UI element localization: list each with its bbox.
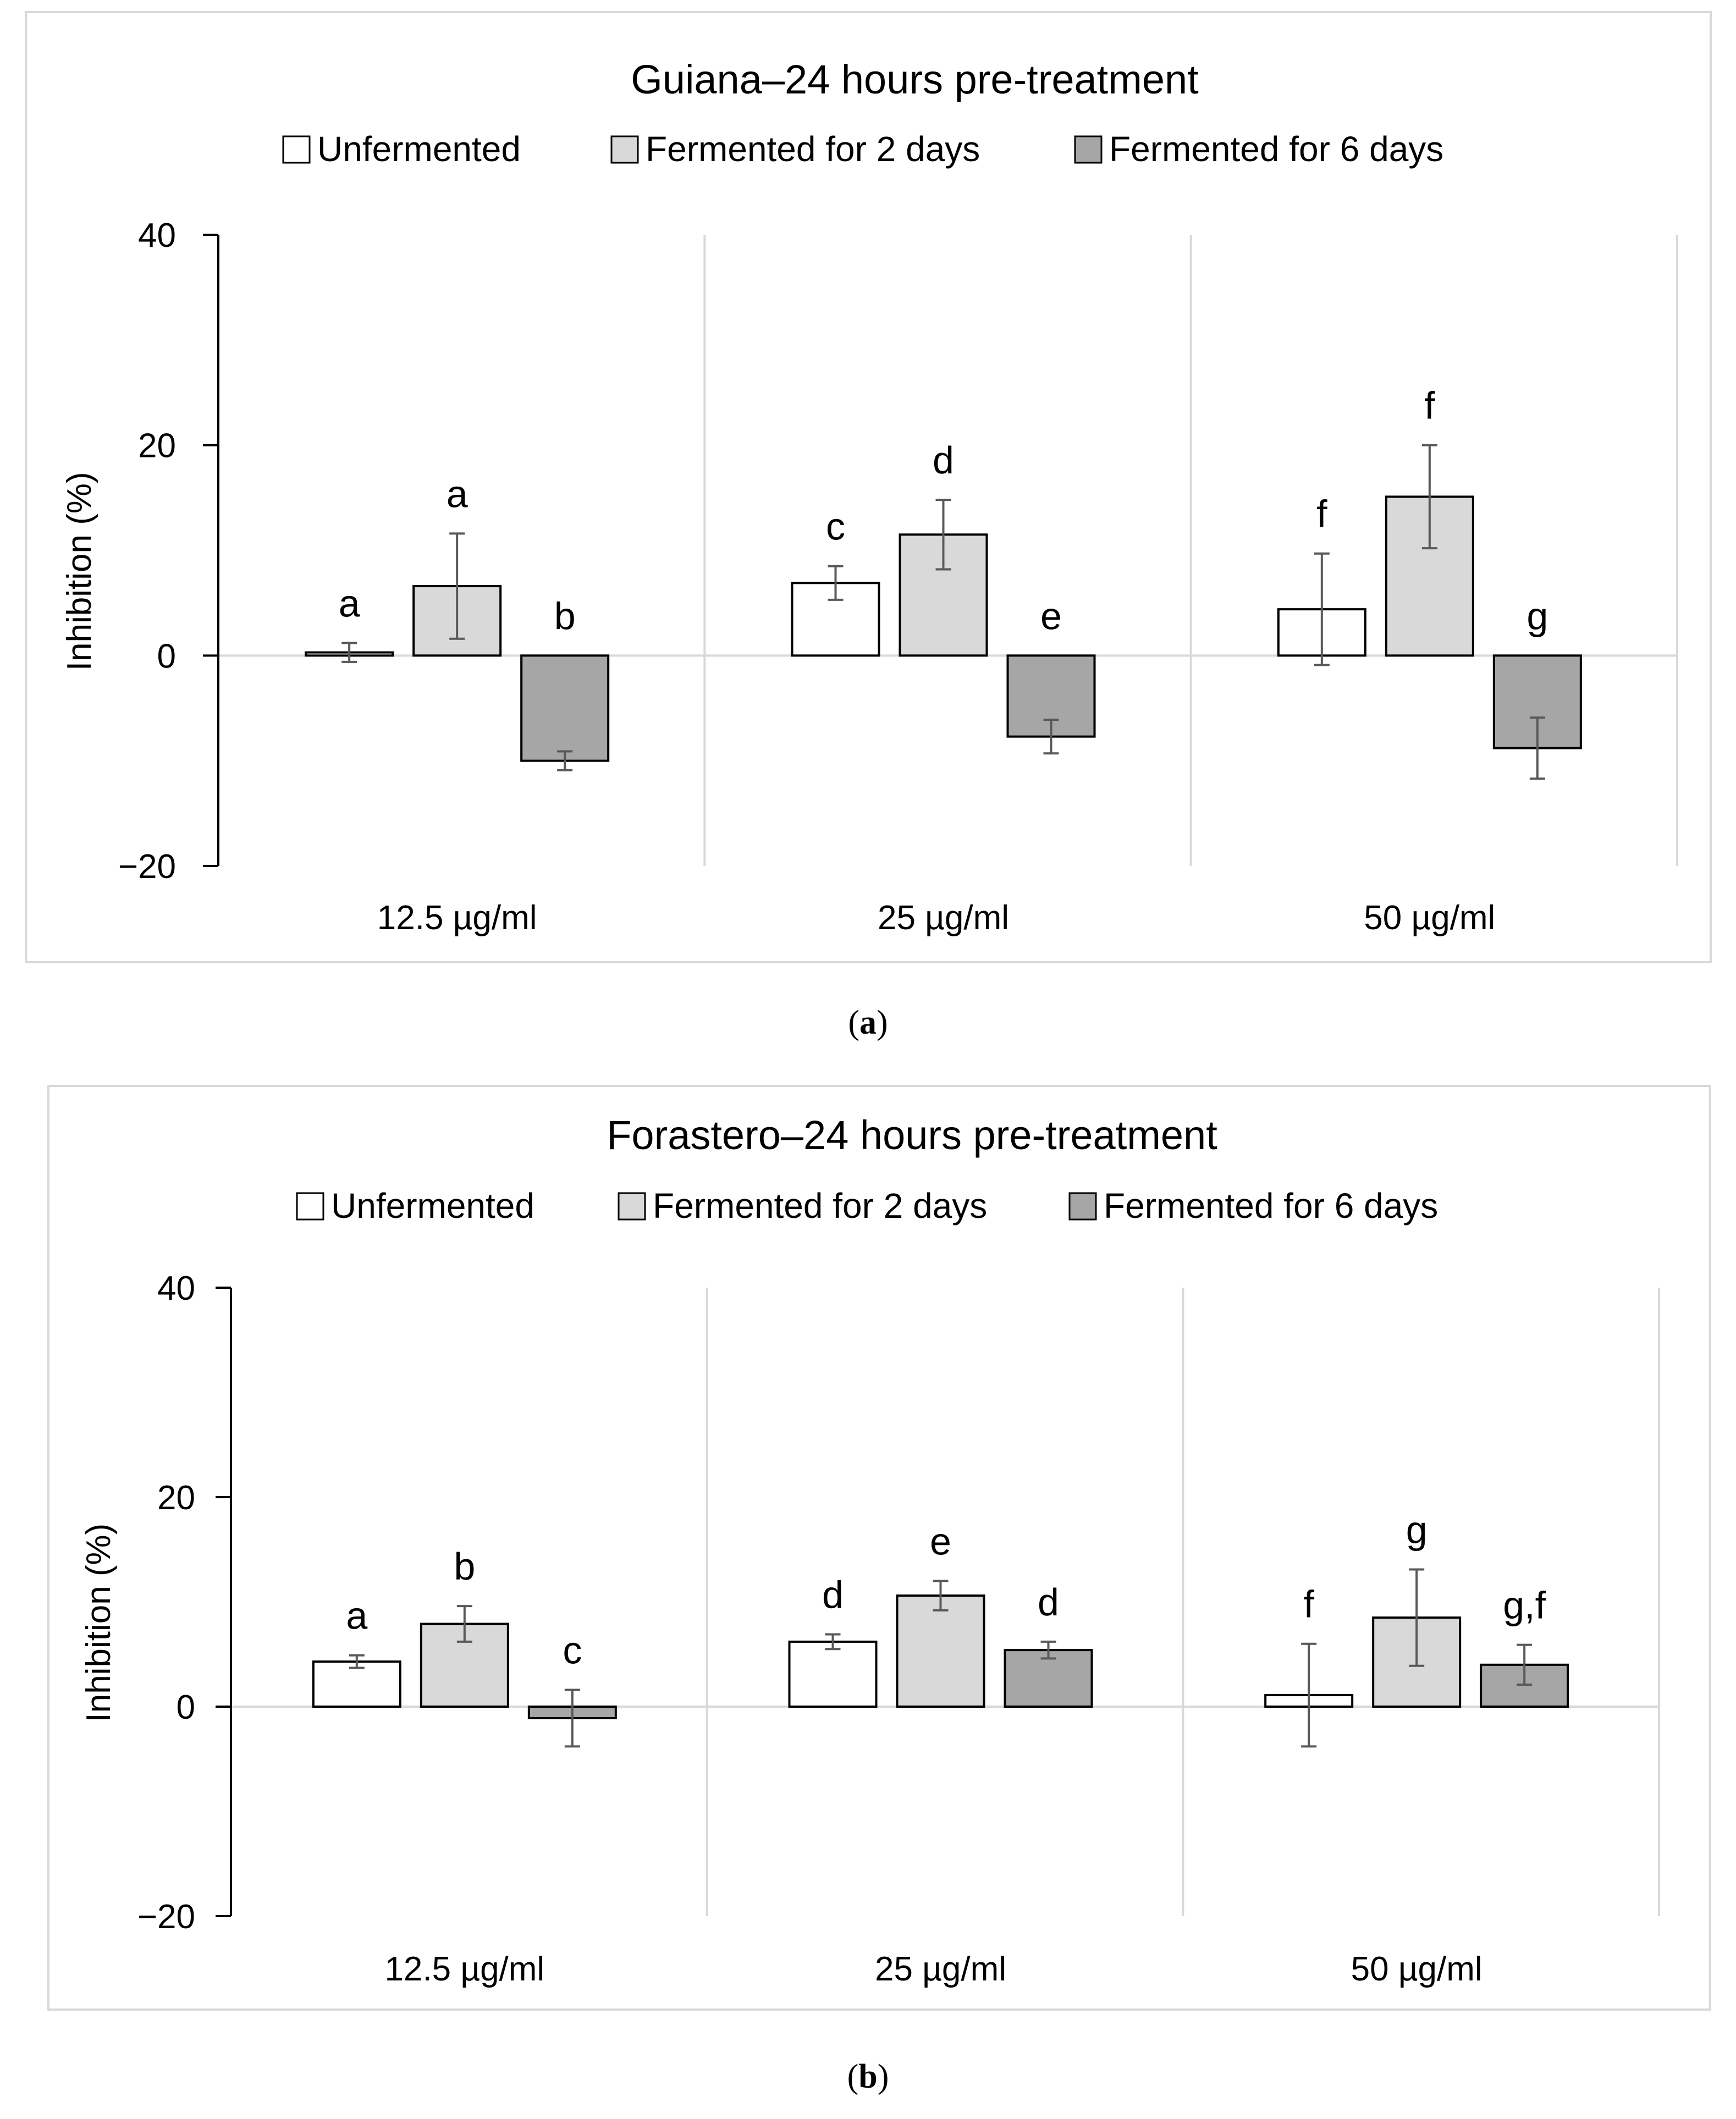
caption-b-open: ( <box>847 2058 859 2095</box>
chart1-significance-letter-2-3: e <box>1040 594 1062 637</box>
caption-a-open: ( <box>848 1004 859 1041</box>
chart1-legend-swatch-1 <box>282 135 311 164</box>
caption-b-letter: b <box>858 2058 878 2095</box>
chart2-y-tick-label-4: −20 <box>137 1898 195 1936</box>
chart2-significance-letter-2-2: e <box>930 1520 951 1563</box>
chart1-category-label-3: 50 µg/ml <box>1364 899 1495 937</box>
chart2-category-label-2: 25 µg/ml <box>875 1950 1006 1988</box>
chart2-significance-letter-1-3: c <box>563 1629 582 1672</box>
chart2-bar-2-1 <box>788 1640 878 1708</box>
chart1-significance-letter-3-3: g <box>1526 594 1548 637</box>
caption-b-close: ) <box>877 2058 889 2095</box>
chart2-legend-swatch-3 <box>1068 1192 1097 1221</box>
chart1-bar-1-3 <box>520 654 610 762</box>
chart2-y-tick-label-2: 20 <box>157 1479 195 1517</box>
chart2-significance-letter-3-3: g,f <box>1503 1584 1546 1627</box>
chart2-frame <box>47 1085 1711 2011</box>
chart1-legend-swatch-2 <box>610 135 639 164</box>
caption-a-letter: a <box>859 1004 877 1041</box>
chart1-legend-label-1: Unfermented <box>317 129 521 169</box>
chart1-significance-letter-2-2: d <box>933 439 954 482</box>
chart2-significance-letter-1-2: b <box>454 1545 475 1588</box>
chart1-y-tick-label-1: 40 <box>138 217 176 255</box>
chart1-significance-letter-3-2: f <box>1424 384 1435 427</box>
chart2-legend-label-3: Fermented for 6 days <box>1104 1186 1438 1226</box>
chart1-y-tick-label-4: −20 <box>118 848 176 886</box>
chart1-significance-letter-1-1: a <box>339 582 360 625</box>
caption-b: (b) <box>0 2057 1736 2096</box>
chart1-legend-label-3: Fermented for 6 days <box>1109 129 1443 169</box>
chart1-y-tick-label-2: 20 <box>138 427 176 465</box>
chart1-y-axis-label: Inhibition (%) <box>60 472 98 671</box>
caption-a: (a) <box>0 1003 1736 1042</box>
chart1-category-label-2: 25 µg/ml <box>878 899 1009 937</box>
chart1-title: Guiana–24 hours pre-treatment <box>631 57 1199 102</box>
chart1-significance-letter-2-1: c <box>826 505 845 548</box>
chart1-category-label-1: 12.5 µg/ml <box>377 899 537 937</box>
chart2-bar-2-2 <box>896 1594 985 1708</box>
chart2-y-tick-label-1: 40 <box>157 1270 195 1307</box>
chart1-legend-label-2: Fermented for 2 days <box>646 129 980 169</box>
chart2-category-label-3: 50 µg/ml <box>1351 1950 1483 1988</box>
chart2-significance-letter-1-1: a <box>346 1594 367 1637</box>
chart1-significance-letter-1-3: b <box>554 594 576 637</box>
chart2-legend-swatch-2 <box>618 1192 646 1221</box>
chart2-significance-letter-2-1: d <box>822 1574 844 1616</box>
chart2-legend-label-2: Fermented for 2 days <box>653 1186 987 1226</box>
chart2-y-axis-label: Inhibition (%) <box>80 1524 118 1723</box>
chart2-title: Forastero–24 hours pre-treatment <box>607 1112 1217 1158</box>
chart2-significance-letter-3-1: f <box>1303 1583 1314 1626</box>
chart2-bar-1-1 <box>312 1660 401 1708</box>
chart1-legend-swatch-3 <box>1074 135 1103 164</box>
chart2-significance-letter-3-2: g <box>1406 1508 1428 1551</box>
chart1-significance-letter-3-1: f <box>1316 493 1327 536</box>
caption-a-close: ) <box>877 1004 888 1041</box>
chart2-y-tick-label-3: 0 <box>177 1688 195 1726</box>
chart2-legend-swatch-1 <box>296 1192 324 1221</box>
chart2-category-label-1: 12.5 µg/ml <box>384 1950 544 1988</box>
chart2-significance-letter-2-3: d <box>1038 1581 1059 1624</box>
chart1-y-tick-label-3: 0 <box>157 637 176 675</box>
chart1-significance-letter-1-2: a <box>447 472 468 515</box>
chart2-legend-label-1: Unfermented <box>331 1186 534 1226</box>
